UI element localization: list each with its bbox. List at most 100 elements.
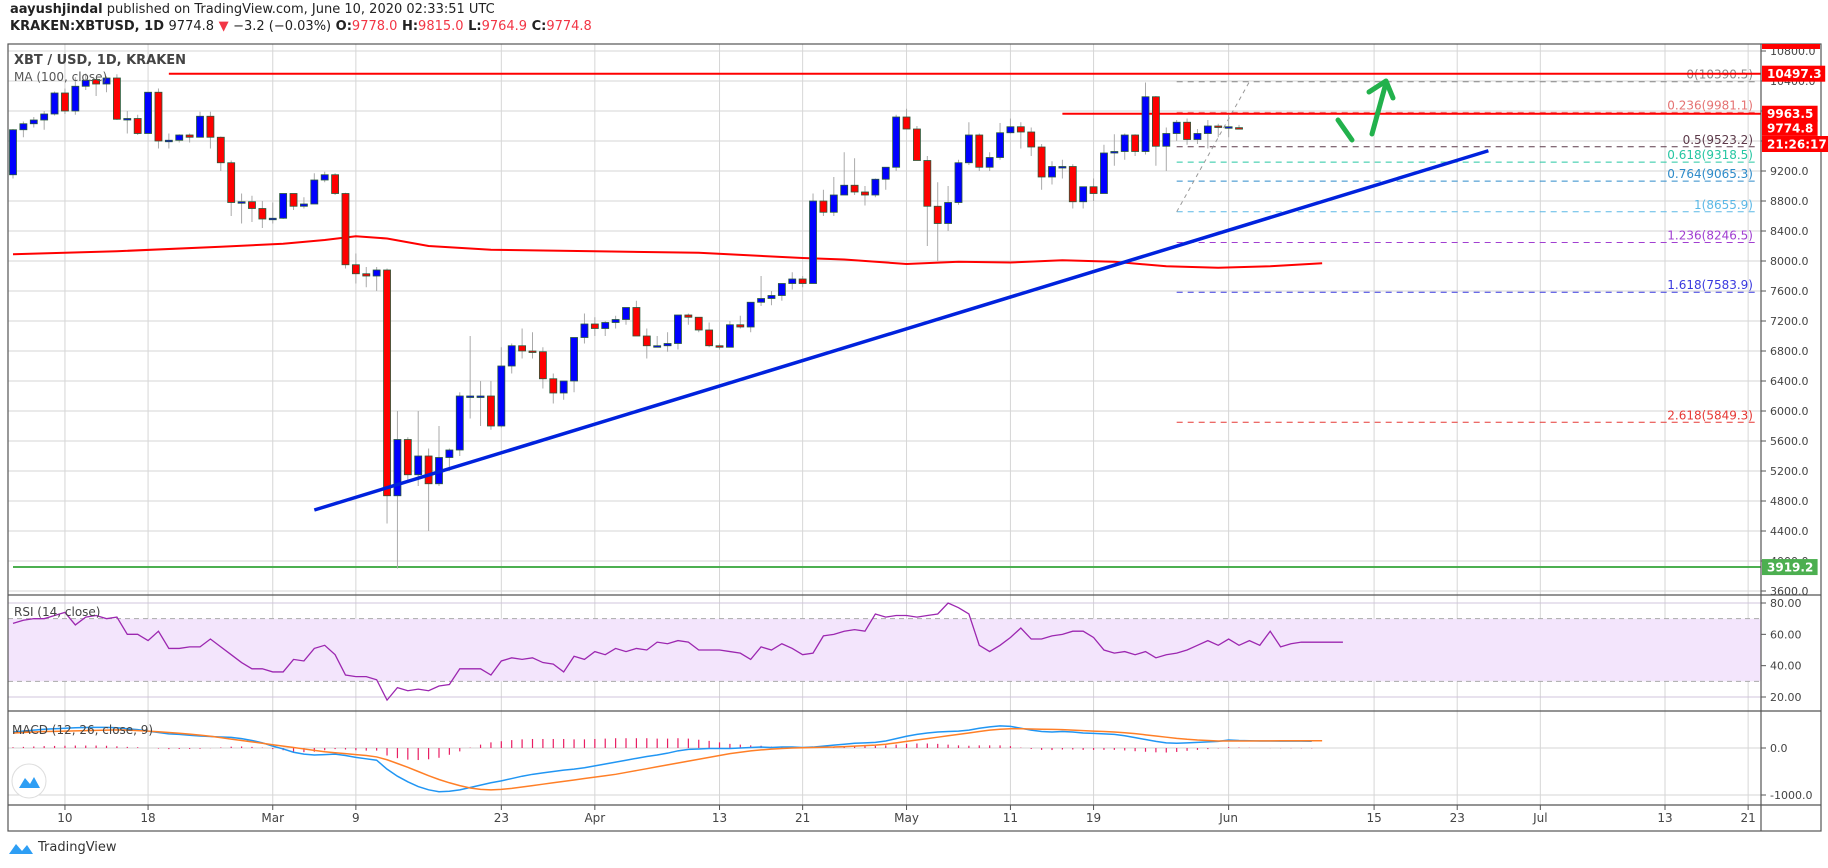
arrow-stroke (1369, 80, 1389, 137)
candle-body (861, 191, 869, 196)
high-label: H: (401, 19, 419, 34)
candle (1193, 129, 1202, 144)
candle-body (372, 269, 381, 277)
candle (216, 136, 225, 171)
x-tick-label: 13 (1657, 811, 1672, 825)
candle-body (590, 323, 599, 329)
candle-body (726, 324, 734, 348)
candle-body (320, 174, 329, 181)
price-tag-label: 10497.3 (1767, 67, 1822, 81)
y-tick-label: 6400.0 (1770, 375, 1809, 388)
main-title: XBT / USD, 1D, KRAKEN (14, 53, 186, 68)
up-arrow-icon (1335, 78, 1396, 143)
candle-body (715, 345, 724, 348)
candle (414, 411, 423, 486)
price-tag-bg (1762, 65, 1826, 82)
y-tick-label: 8800.0 (1770, 195, 1809, 208)
x-tick-label: 23 (494, 811, 509, 825)
x-tick-label: 21 (1740, 811, 1755, 825)
candle-body (71, 85, 80, 112)
candle (809, 193, 817, 284)
candle-body (206, 115, 215, 138)
candle-body (61, 92, 69, 112)
x-tick-label: Jul (1532, 811, 1547, 825)
candle (372, 267, 381, 291)
fib-level-label: 2.618(5849.3) (1667, 408, 1753, 422)
grid (8, 44, 1761, 805)
candle-body (694, 316, 703, 331)
price-tag: 9963.5 (1762, 105, 1818, 122)
y-tick-label: 8000.0 (1770, 255, 1809, 268)
y-tick-label: 7200.0 (1770, 315, 1809, 328)
candle (528, 332, 537, 359)
candle (92, 78, 101, 96)
candle (435, 426, 443, 486)
candle-body (92, 79, 101, 85)
candle-body (1089, 186, 1098, 194)
candle (1110, 134, 1119, 166)
candle (788, 272, 797, 290)
candle-body (622, 307, 630, 320)
candle-body (268, 217, 277, 221)
candle-body (944, 202, 952, 224)
candle (1100, 144, 1108, 194)
candle-body (196, 115, 204, 138)
candle (144, 91, 152, 134)
candle (362, 267, 371, 288)
candle-body (746, 301, 755, 328)
candle-body (1058, 166, 1067, 169)
chart-border (7, 43, 1822, 832)
x-tick-label: 13 (712, 811, 727, 825)
candle (642, 328, 651, 359)
candle-body (611, 319, 620, 323)
candle-body (1141, 96, 1150, 152)
tradingview-brand[interactable]: TradingView (8, 840, 117, 855)
candle-body (393, 439, 402, 497)
candle (674, 314, 682, 350)
candle (601, 321, 610, 336)
candle-body (1006, 126, 1015, 134)
candle (113, 74, 121, 120)
macd-tick-label: -1000.0 (1770, 789, 1812, 802)
x-tick-label: 19 (1086, 811, 1101, 825)
y-tick-label: 4800.0 (1770, 495, 1809, 508)
candle (1214, 123, 1223, 138)
candle-body (445, 449, 454, 458)
x-tick-label: 10 (57, 811, 72, 825)
candle (726, 321, 734, 348)
candle-body (1027, 131, 1036, 148)
candle (736, 315, 745, 329)
candle (40, 111, 49, 130)
candle (19, 121, 28, 138)
candle-body (840, 184, 849, 196)
candle-body (466, 395, 475, 398)
candle-body (1214, 125, 1223, 128)
candle (871, 178, 880, 198)
tradingview-logo-icon (9, 843, 33, 854)
candle (663, 332, 672, 352)
candle-body (383, 269, 391, 497)
axes: 10 18 Mar 9 23 Apr 13 21 May 11 19 Jun 15 23 Jul 13 21 10… (7, 43, 1828, 832)
candle-body (237, 201, 246, 204)
candle (829, 177, 838, 216)
candle (341, 192, 350, 269)
candle (1058, 159, 1067, 179)
candle-body (258, 208, 267, 220)
candle (123, 111, 132, 134)
candle (61, 88, 69, 114)
candle-body (538, 351, 547, 380)
price-tag-bg (1762, 136, 1828, 152)
candle-body (362, 273, 371, 277)
candle-body (154, 91, 163, 142)
tradingview-logo-icon[interactable] (11, 763, 47, 799)
price-tag: 21:26:17 (1762, 136, 1828, 152)
candle (632, 300, 641, 337)
candle (476, 381, 485, 426)
candle-body (1172, 121, 1181, 134)
x-tick-label: 21 (795, 811, 810, 825)
candle-body (414, 455, 423, 476)
published-text: published on TradingView.com, June 10, 2… (106, 2, 495, 17)
candle (102, 76, 111, 93)
price-tag-bg (1762, 559, 1818, 576)
